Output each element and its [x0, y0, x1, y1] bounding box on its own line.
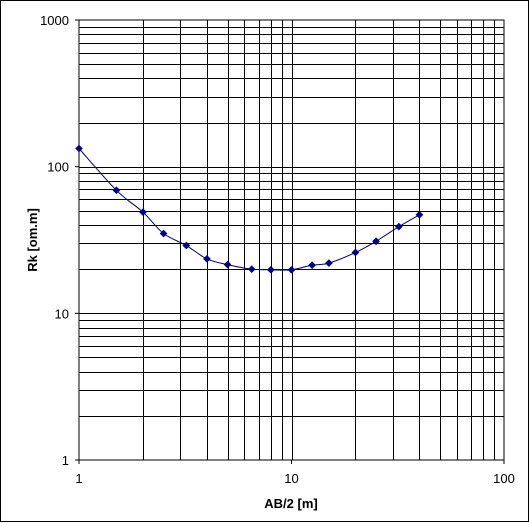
- data-point-marker: [372, 237, 381, 246]
- data-point-marker: [308, 261, 317, 270]
- x-tick-label: 1: [75, 471, 82, 486]
- data-point-marker: [394, 222, 403, 231]
- grid: [79, 20, 504, 460]
- data-point-marker: [223, 260, 232, 269]
- y-tick-label: 1000: [40, 13, 69, 28]
- x-axis-title: AB/2 [m]: [264, 496, 317, 511]
- plot-area: [79, 20, 504, 460]
- x-tick-labels: 1 10 100: [75, 460, 515, 486]
- data-point-marker: [324, 259, 333, 268]
- data-point-marker: [112, 186, 121, 195]
- data-point-marker: [351, 248, 360, 257]
- y-tick-labels: 1 10 100 1000: [40, 13, 79, 468]
- x-tick-label: 10: [284, 471, 298, 486]
- data-point-marker: [287, 265, 296, 274]
- data-point-marker: [159, 229, 168, 238]
- data-point-marker: [75, 144, 83, 153]
- data-point-marker: [415, 210, 424, 219]
- y-tick-label: 100: [47, 160, 69, 175]
- series-line: [78, 148, 420, 271]
- data-point-marker: [182, 241, 191, 250]
- data-point-marker: [139, 208, 147, 217]
- y-axis-title: Rk [om.m]: [25, 208, 40, 272]
- y-tick-label: 10: [55, 306, 69, 321]
- y-tick-label: 1: [62, 453, 69, 468]
- series-group: [75, 144, 424, 274]
- data-point-marker: [202, 254, 211, 263]
- data-point-marker: [266, 265, 275, 274]
- x-tick-label: 100: [493, 471, 515, 486]
- data-point-marker: [247, 265, 256, 274]
